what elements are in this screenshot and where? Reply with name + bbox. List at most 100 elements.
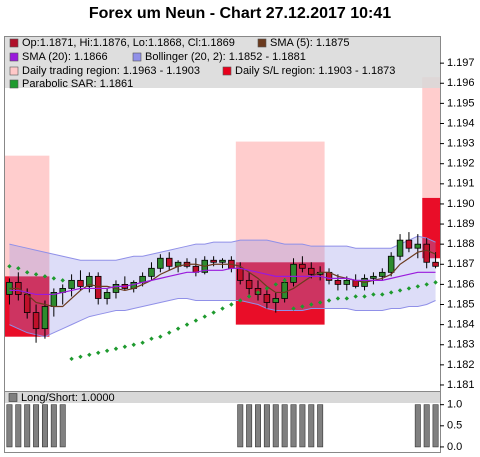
- sar-dot: [175, 326, 181, 331]
- sar-dot: [149, 336, 154, 341]
- region: [5, 155, 50, 277]
- candle-body: [94, 275, 102, 299]
- candle-body: [396, 239, 404, 257]
- bar: [246, 404, 253, 448]
- sar-dot: [291, 306, 296, 311]
- y-tick-label: 1.188: [447, 238, 475, 250]
- bar: [290, 404, 297, 448]
- panel-label: Long/Short: 1.0000: [21, 392, 115, 404]
- sar-dot: [317, 300, 323, 305]
- sar-dot: [353, 294, 358, 299]
- sar-dot: [140, 340, 145, 345]
- bar: [281, 404, 288, 448]
- sar-dot: [424, 282, 429, 287]
- legend-swatch: [9, 79, 19, 89]
- sar-dot: [344, 296, 349, 301]
- sar-dot: [158, 334, 163, 339]
- y-tick-label: 1.191: [447, 178, 475, 190]
- bollinger-lower: [9, 297, 436, 338]
- candle-body: [334, 279, 342, 285]
- candle-body: [68, 279, 75, 289]
- bar: [317, 404, 324, 448]
- sar-dot: [326, 298, 332, 303]
- sar-dot: [264, 286, 270, 291]
- chart-title: Forex um Neun - Chart 27.12.2017 10:41: [89, 5, 391, 22]
- candle-body: [41, 306, 49, 330]
- legend: Op:1.1871, Hi:1.1876, Lo:1.1868, Cl:1.18…: [5, 37, 440, 90]
- region: [422, 77, 440, 198]
- legend-label: SMA (20): 1.1866: [22, 51, 108, 63]
- bar: [272, 404, 279, 448]
- candle-body: [32, 312, 40, 330]
- candle-body: [387, 255, 395, 273]
- legend-swatch: [9, 66, 19, 76]
- legend-swatch: [222, 66, 232, 76]
- y-tick-label: 1.197: [447, 57, 475, 69]
- region: [235, 141, 325, 263]
- candle-body: [263, 294, 271, 303]
- sar-dot: [51, 276, 57, 281]
- bar: [432, 404, 439, 448]
- y-tick-label: 1.195: [447, 97, 475, 109]
- sar-dot: [309, 302, 314, 307]
- sar-dot: [113, 346, 119, 351]
- legend-swatch: [9, 38, 19, 48]
- legend-background: [5, 37, 440, 88]
- sar-dot: [60, 278, 65, 283]
- sar-dot: [273, 282, 278, 287]
- y-tick-label: 1.190: [447, 198, 475, 210]
- candle-body: [405, 239, 413, 249]
- bar: [33, 404, 40, 448]
- y-tick-label: 1.193: [447, 138, 475, 150]
- legend-swatch: [8, 393, 18, 402]
- y-tick-label: 0.5: [447, 420, 462, 432]
- candle-body: [103, 292, 111, 299]
- sar-dot: [167, 330, 172, 335]
- sar-dot: [397, 288, 403, 293]
- sar-dot: [255, 290, 261, 295]
- y-tick-label: 1.185: [447, 298, 475, 310]
- bar: [423, 404, 430, 448]
- sar-dot: [193, 318, 199, 323]
- sar-dot: [282, 278, 287, 283]
- bar: [41, 404, 48, 448]
- legend-label: Bollinger (20, 2): 1.1852 - 1.1881: [145, 51, 306, 63]
- sma-line: [9, 249, 436, 308]
- sar-dot: [78, 354, 83, 360]
- main-plot-frame: [4, 36, 441, 392]
- legend-label: Op:1.1871, Hi:1.1876, Lo:1.1868, Cl:1.18…: [22, 37, 235, 49]
- bar: [6, 404, 13, 448]
- lower-plot: 0.0 0.5 1.0 Long/Short: 1.0000: [5, 392, 462, 453]
- bollinger-area: [9, 236, 436, 337]
- candle-body: [423, 243, 430, 263]
- candle-body: [432, 261, 439, 267]
- main-plot: 1.181 1.182 1.183 1.184 1.185 1.186 1.187 1.188…: [5, 57, 475, 391]
- candle-body: [379, 271, 386, 277]
- candle-body: [343, 279, 351, 285]
- sar-dot: [122, 344, 128, 349]
- sar-dot: [24, 270, 30, 275]
- candle-body: [281, 281, 288, 299]
- y-tick-label: 1.187: [447, 258, 475, 270]
- sar-dot: [87, 352, 92, 357]
- candle-body: [148, 267, 155, 277]
- legend-label: SMA (5): 1.1875: [270, 37, 350, 49]
- sar-dot: [131, 342, 136, 347]
- sar-dot: [300, 304, 305, 309]
- candle-body: [272, 298, 280, 303]
- legend-swatch: [132, 52, 142, 62]
- sar-dot: [415, 284, 421, 289]
- candle-body: [23, 294, 31, 313]
- sma-line: [9, 267, 436, 296]
- legend-swatch: [9, 52, 19, 62]
- candle-body: [308, 267, 315, 275]
- bar: [299, 404, 306, 448]
- y-tick-label: 1.186: [447, 278, 475, 290]
- y-tick-label: 1.184: [447, 319, 475, 331]
- candle-body: [157, 257, 164, 269]
- bar: [255, 404, 261, 448]
- sar-dot: [380, 292, 385, 297]
- bar: [24, 404, 31, 448]
- sar-dot: [96, 350, 101, 355]
- bar: [50, 404, 57, 448]
